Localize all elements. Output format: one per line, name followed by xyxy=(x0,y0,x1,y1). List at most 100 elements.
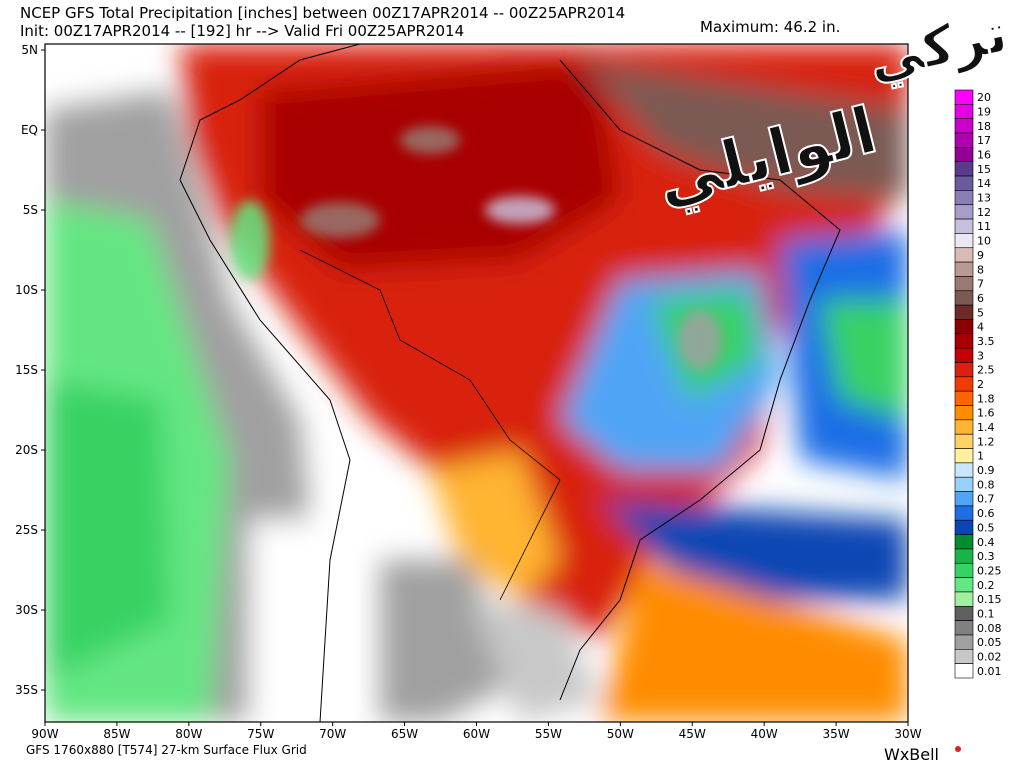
legend-label: 2 xyxy=(977,378,984,391)
legend-swatch xyxy=(954,448,974,464)
footer-grid: GFS 1760x880 [T574] 27-km Surface Flux G… xyxy=(26,743,307,757)
legend-label: 11 xyxy=(977,220,991,233)
legend-swatch xyxy=(954,462,974,478)
legend-swatch xyxy=(954,218,974,234)
brand-dot xyxy=(955,746,961,752)
longitude-label: 90W xyxy=(31,727,58,741)
legend-swatch xyxy=(954,190,974,206)
legend-label: 0.05 xyxy=(977,636,1002,649)
legend-label: 3 xyxy=(977,349,984,362)
legend-label: 7 xyxy=(977,278,984,291)
latitude-label: 20S xyxy=(15,443,38,457)
legend-label: 0.3 xyxy=(977,550,995,563)
legend-label: 0.15 xyxy=(977,593,1002,606)
legend-label: 0.1 xyxy=(977,607,995,620)
longitude-label: 75W xyxy=(247,727,274,741)
legend-swatch xyxy=(954,333,974,349)
legend-swatch xyxy=(954,620,974,636)
legend-label: 0.02 xyxy=(977,650,1002,663)
longitude-label: 60W xyxy=(463,727,490,741)
axis-labels: 5N EQ 5S 10S 15S 20S 25S 30S 35S 90W 85W 80W 75W 70W 6… xyxy=(15,43,922,741)
legend-label: 16 xyxy=(977,149,991,162)
maximum: Maximum: 46.2 in. xyxy=(700,18,840,36)
legend-label: 0.4 xyxy=(977,536,995,549)
legend-label: 0.08 xyxy=(977,622,1002,635)
longitude-label: 40W xyxy=(751,727,778,741)
longitude-label: 45W xyxy=(679,727,706,741)
legend-swatch xyxy=(954,390,974,406)
legend-swatch xyxy=(954,649,974,664)
legend-swatch xyxy=(954,433,974,449)
legend-label: 0.01 xyxy=(977,665,1002,678)
subtitle: Init: 00Z17APR2014 -- [192] hr --> Valid… xyxy=(20,22,464,40)
longitude-label: 35W xyxy=(823,727,850,741)
watermark-line1: تركي xyxy=(863,1,1013,92)
latitude-label: 30S xyxy=(15,603,38,617)
legend-label: 6 xyxy=(977,292,984,305)
legend-swatch xyxy=(954,405,974,421)
legend-label: 0.5 xyxy=(977,521,995,534)
longitude-label: 50W xyxy=(607,727,634,741)
legend-label: 3.5 xyxy=(977,335,995,348)
latitude-label: 5S xyxy=(23,203,38,217)
legend-label: 18 xyxy=(977,120,991,133)
legend-swatch xyxy=(954,591,974,607)
longitude-label: 30W xyxy=(894,727,921,741)
legend-swatch xyxy=(954,519,974,535)
legend-label: 0.25 xyxy=(977,564,1002,577)
legend-label: 1.2 xyxy=(977,435,995,448)
longitude-label: 70W xyxy=(319,727,346,741)
legend-label: 0.6 xyxy=(977,507,995,520)
footer-brand: WxBell xyxy=(884,745,939,764)
latitude-label: EQ xyxy=(21,123,38,137)
precip-field xyxy=(45,44,908,722)
legend-swatch xyxy=(954,147,974,163)
legend-label: 13 xyxy=(977,192,991,205)
legend-swatch xyxy=(954,362,974,378)
legend-label: 0.8 xyxy=(977,478,995,491)
longitude-label: 80W xyxy=(175,727,202,741)
legend-swatch xyxy=(954,376,974,392)
legend-swatch xyxy=(954,634,974,650)
legend-label: 14 xyxy=(977,177,991,190)
legend-swatch xyxy=(954,605,974,621)
longitude-label: 85W xyxy=(103,727,130,741)
legend-label: 17 xyxy=(977,134,991,147)
legend-swatch xyxy=(954,204,974,220)
legend-swatch xyxy=(954,290,974,306)
legend-swatch xyxy=(954,347,974,363)
legend-swatch xyxy=(954,319,974,335)
legend-swatch xyxy=(954,505,974,521)
legend-swatch xyxy=(954,104,974,119)
legend-label: 8 xyxy=(977,263,984,276)
latitude-label: 10S xyxy=(15,283,38,297)
legend-swatch xyxy=(954,161,974,177)
latitude-label: 25S xyxy=(15,523,38,537)
legend-swatch xyxy=(954,577,974,593)
legend-label: 15 xyxy=(977,163,991,176)
legend-swatch xyxy=(954,534,974,550)
longitude-label: 65W xyxy=(391,727,418,741)
legend-label: 2.5 xyxy=(977,364,995,377)
legend-label: 4 xyxy=(977,321,984,334)
legend-label: 0.2 xyxy=(977,579,995,592)
latitude-label: 5N xyxy=(21,43,38,57)
latitude-label: 35S xyxy=(15,683,38,697)
legend-swatch xyxy=(954,276,974,292)
legend-swatch xyxy=(954,175,974,191)
legend-label: 1 xyxy=(977,450,984,463)
legend-swatch xyxy=(954,304,974,320)
legend-label: 0.7 xyxy=(977,493,995,506)
legend-label: 19 xyxy=(977,106,991,119)
legend-swatch xyxy=(954,233,974,249)
legend-label: 5 xyxy=(977,306,984,319)
legend-swatch xyxy=(954,89,974,105)
longitude-label: 55W xyxy=(535,727,562,741)
latitude-label: 15S xyxy=(15,363,38,377)
legend-swatch xyxy=(954,562,974,578)
legend-label: 0.9 xyxy=(977,464,995,477)
legend-label: 1.4 xyxy=(977,421,995,434)
